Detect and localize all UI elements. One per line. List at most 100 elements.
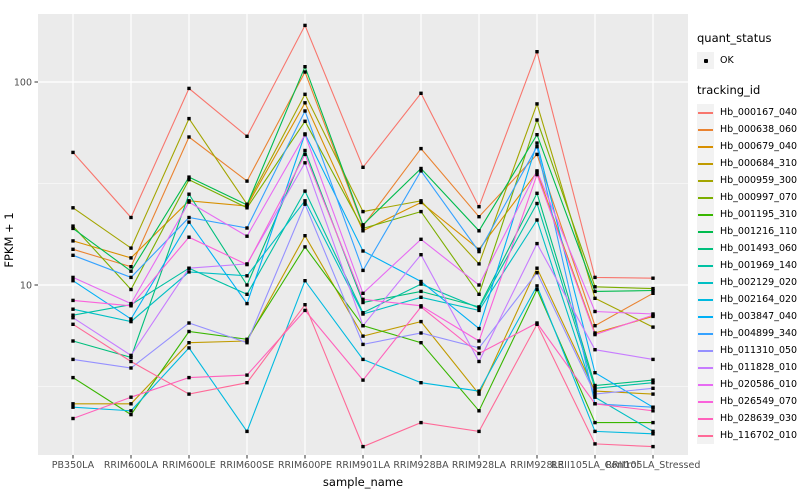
- legend-item: Hb_001216_110: [697, 223, 799, 240]
- data-point: [129, 359, 133, 364]
- data-point: [129, 269, 133, 273]
- data-point: [303, 202, 307, 206]
- data-point: [361, 300, 365, 305]
- legend-key-line: [697, 325, 714, 342]
- data-point: [419, 237, 423, 241]
- data-point: [651, 291, 655, 295]
- data-point: [419, 420, 423, 425]
- data-point: [361, 312, 365, 316]
- legend-item-label: Hb_000997_070: [720, 192, 798, 203]
- legend-section-tracking-id: tracking_id Hb_000167_040 Hb_000638_060 Hb…: [697, 83, 799, 444]
- line-swatch-icon: [698, 264, 713, 267]
- line-swatch-icon: [698, 213, 713, 216]
- legend-item: Hb_001493_060: [697, 240, 799, 257]
- data-point: [477, 392, 481, 396]
- legend-item-label: Hb_001493_060: [720, 243, 798, 254]
- data-point: [71, 253, 75, 257]
- legend-item: Hb_002129_020: [697, 274, 799, 291]
- data-point: [71, 405, 75, 409]
- legend-item: Hb_000959_300: [697, 172, 799, 189]
- data-point: [303, 189, 307, 193]
- data-point: [245, 373, 249, 377]
- legend-key-point: [697, 52, 714, 69]
- data-point: [477, 292, 481, 296]
- legend-key-line: [697, 189, 714, 206]
- legend-item-label: Hb_002164_020: [720, 294, 798, 305]
- legend: quant_status OK tracking_id Hb_000167_04…: [697, 31, 799, 458]
- data-point: [71, 247, 75, 251]
- data-point: [361, 342, 365, 347]
- data-point: [419, 331, 423, 335]
- legend-key-line: [697, 155, 714, 172]
- data-point: [303, 245, 307, 249]
- data-point: [593, 389, 597, 393]
- legend-item: Hb_003847_040: [697, 308, 799, 325]
- data-point: [245, 381, 249, 385]
- line-swatch-icon: [698, 366, 713, 369]
- data-point: [71, 206, 75, 210]
- data-point: [303, 70, 307, 74]
- data-point: [535, 133, 539, 137]
- data-point: [651, 288, 655, 293]
- data-point: [71, 322, 75, 326]
- data-point: [593, 324, 597, 328]
- data-point: [535, 266, 539, 270]
- data-point: [361, 249, 365, 253]
- line-swatch-icon: [698, 281, 713, 284]
- data-point: [361, 291, 365, 295]
- data-point: [129, 319, 133, 324]
- data-point: [303, 92, 307, 96]
- data-point: [477, 351, 481, 356]
- data-point: [651, 313, 655, 317]
- legend-item-label: Hb_011310_050: [720, 345, 798, 356]
- data-point: [651, 432, 655, 436]
- data-point: [187, 321, 191, 325]
- data-point: [129, 366, 133, 370]
- data-point: [245, 203, 249, 207]
- x-tick-label: PB350LA: [52, 460, 95, 471]
- data-point: [245, 337, 249, 341]
- data-point: [303, 101, 307, 105]
- line-swatch-icon: [698, 230, 713, 233]
- data-point: [303, 161, 307, 165]
- data-point: [477, 389, 481, 393]
- data-point: [129, 353, 133, 358]
- data-point: [419, 146, 423, 151]
- legend-item: Hb_011310_050: [697, 342, 799, 359]
- data-point: [593, 275, 597, 280]
- legend-item-label: Hb_003847_040: [720, 311, 798, 322]
- data-point: [535, 191, 539, 195]
- data-point: [129, 409, 133, 413]
- legend-item-label: Hb_000959_300: [720, 175, 798, 186]
- data-point: [535, 169, 539, 173]
- line-swatch-icon: [698, 332, 713, 335]
- data-point: [303, 133, 307, 137]
- x-tick-label: RRIM928LE: [510, 460, 564, 471]
- legend-key-line: [697, 308, 714, 325]
- data-point: [419, 341, 423, 345]
- data-point: [129, 301, 133, 306]
- data-point: [303, 308, 307, 313]
- data-point: [129, 246, 133, 250]
- data-point: [593, 383, 597, 388]
- data-point: [361, 165, 365, 169]
- data-point: [361, 226, 365, 231]
- data-point: [535, 218, 539, 222]
- x-tick-label: RRIM928BA: [393, 460, 449, 471]
- data-point: [477, 339, 481, 343]
- data-point: [71, 375, 75, 380]
- data-point: [651, 429, 655, 434]
- line-swatch-icon: [698, 417, 713, 420]
- data-point: [245, 429, 249, 434]
- data-point: [71, 416, 75, 421]
- data-point: [187, 270, 191, 274]
- x-tick-label: RRIM600LA: [104, 460, 159, 471]
- legend-item: Hb_000997_070: [697, 189, 799, 206]
- legend-item-label: Hb_004899_340: [720, 328, 798, 339]
- data-point: [129, 355, 133, 360]
- data-point: [419, 91, 423, 95]
- data-point: [187, 266, 191, 270]
- x-tick-label: RRIM600LE: [162, 460, 216, 471]
- legend-item: Hb_004899_340: [697, 325, 799, 342]
- line-swatch-icon: [698, 434, 713, 437]
